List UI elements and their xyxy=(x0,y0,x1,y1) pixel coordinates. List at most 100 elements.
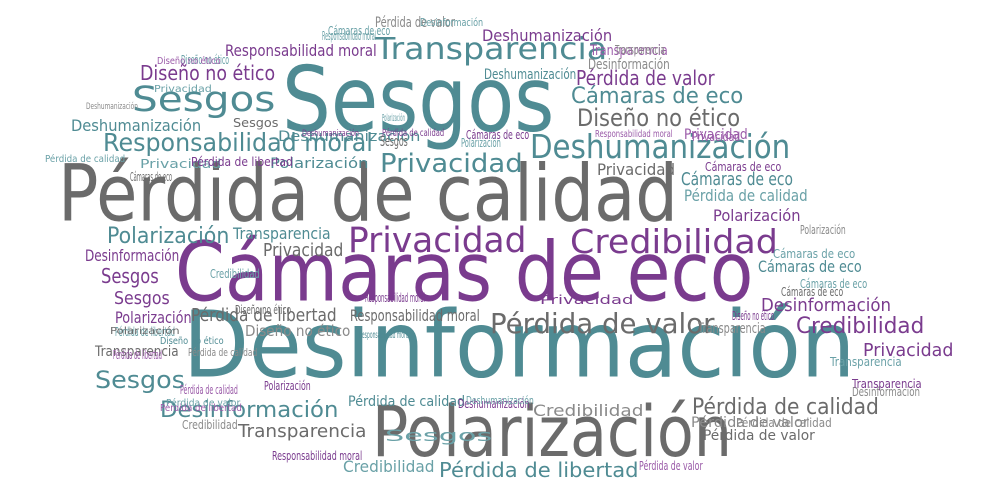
word-perdida-de-calidad: Pérdida de calidad xyxy=(684,186,808,205)
word-perdida-de-valor: Pérdida de valor xyxy=(375,15,455,31)
word-perdida-de-calidad: Pérdida de calidad xyxy=(736,416,832,430)
word-diseno-no-etico: Diseño no ético xyxy=(160,336,224,347)
word-desinformacion: Desinformación xyxy=(852,385,921,399)
word-diseno-no-etico: Diseño no ético xyxy=(245,322,351,340)
word-responsabilidad-moral: Responsabilidad moral xyxy=(365,291,426,305)
word-perdida-de-calidad: Pérdida de calidad xyxy=(45,154,126,165)
word-perdida-de-calidad: Pérdida de calidad xyxy=(382,128,445,139)
word-perdida-de-libertad: Pérdida de libertad xyxy=(191,155,293,169)
word-desinformacion: Desinformación xyxy=(183,291,856,400)
word-transparencia: Transparencia xyxy=(615,43,665,57)
word-camaras-de-eco: Cámaras de eco xyxy=(781,285,844,299)
word-credibilidad: Credibilidad xyxy=(182,418,238,432)
word-camaras-de-eco: Cámaras de eco xyxy=(571,84,744,109)
word-camaras-de-eco: Cámaras de eco xyxy=(328,24,391,38)
word-responsabilidad-moral: Responsabilidad moral xyxy=(103,128,373,157)
word-desinformacion: Desinformación xyxy=(85,246,180,265)
word-deshumanizacion: Deshumanización xyxy=(302,129,359,139)
word-camaras-de-eco: Cámaras de eco xyxy=(758,257,862,276)
word-desinformacion: Desinformación xyxy=(420,16,484,29)
word-sesgos: Sesgos xyxy=(101,264,159,288)
word-perdida-de-libertad: Pérdida de libertad xyxy=(191,305,337,326)
word-transparencia: Transparencia xyxy=(375,30,608,67)
word-privacidad: Privacidad xyxy=(863,340,954,361)
word-camaras-de-eco: Cámaras de eco xyxy=(681,169,793,190)
word-transparencia: Transparencia xyxy=(95,344,179,360)
word-credibilidad: Credibilidad xyxy=(796,314,925,339)
word-deshumanizacion: Deshumanización xyxy=(484,67,577,83)
word-credibilidad: Credibilidad xyxy=(533,401,644,420)
word-perdida-de-libertad: Pérdida de libertad xyxy=(439,458,639,482)
word-sesgos: Sesgos xyxy=(95,366,185,394)
word-credibilidad: Credibilidad xyxy=(210,267,260,281)
word-perdida-de-valor: Pérdida de valor xyxy=(639,459,703,473)
word-perdida-de-calidad: Pérdida de calidad xyxy=(58,147,678,240)
word-desinformacion: Desinformación xyxy=(588,57,670,73)
word-polarizacion: Polarización xyxy=(110,326,180,337)
word-sesgos: Sesgos xyxy=(282,46,555,153)
word-perdida-de-calidad: Pérdida de calidad xyxy=(348,394,466,410)
word-privacidad: Privacidad xyxy=(263,240,344,261)
word-camaras-de-eco: Cámaras de eco xyxy=(130,170,173,184)
word-privacidad: Privacidad xyxy=(692,130,741,144)
word-responsabilidad-moral: Responsabilidad moral xyxy=(350,306,480,325)
word-polarizacion: Polarización xyxy=(115,308,192,327)
word-desinformacion: Desinformación xyxy=(160,398,339,423)
word-polarizacion: Polarización xyxy=(713,206,801,225)
word-perdida-de-valor: Pérdida de valor xyxy=(576,66,715,90)
word-diseno-no-etico: Diseño no ético xyxy=(235,303,292,317)
word-camaras-de-eco: Cámaras de eco xyxy=(773,247,856,261)
word-diseno-no-etico: Diseño no ético xyxy=(140,61,276,85)
word-privacidad: Privacidad xyxy=(380,147,523,179)
word-polarizacion: Polarización xyxy=(264,379,311,393)
word-polarizacion: Polarización xyxy=(270,156,369,172)
word-camaras-de-eco: Cámaras de eco xyxy=(800,277,868,291)
word-privacidad: Privacidad xyxy=(348,219,527,262)
word-diseno-no-etico: Diseño no ético xyxy=(732,309,775,323)
word-transparencia: Transparencia xyxy=(698,321,766,337)
word-perdida-de-libertad: Pérdida de libertad xyxy=(160,403,242,414)
word-deshumanizacion: Deshumanización xyxy=(71,116,202,135)
word-perdida-de-libertad: Pérdida de libertad xyxy=(115,325,175,339)
word-diseno-no-etico: Diseño no ético xyxy=(157,56,221,67)
word-perdida-de-valor: Pérdida de valor xyxy=(166,398,241,409)
word-sesgos: Sesgos xyxy=(132,78,276,121)
word-deshumanizacion: Deshumanización xyxy=(466,394,534,407)
word-transparencia: Transparencia xyxy=(238,421,367,442)
word-diseno-no-etico: Diseño no ético xyxy=(181,53,230,67)
word-polarizacion: Polarización xyxy=(382,113,405,124)
word-polarizacion: Polarización xyxy=(372,391,732,474)
word-sesgos: Sesgos xyxy=(114,288,170,309)
word-privacidad: Privacidad xyxy=(540,293,634,307)
word-camaras-de-eco: Cámaras de eco xyxy=(705,160,782,174)
word-credibilidad: Credibilidad xyxy=(570,221,778,262)
word-desinformacion: Desinformación xyxy=(761,295,892,316)
word-privacidad: Privacidad xyxy=(154,84,212,95)
word-sesgos: Sesgos xyxy=(385,426,493,445)
word-deshumanizacion: Deshumanización xyxy=(530,126,791,167)
word-deshumanizacion: Deshumanización xyxy=(482,26,613,45)
word-privacidad: Privacidad xyxy=(597,160,676,179)
word-responsabilidad-moral: Responsabilidad moral xyxy=(359,330,410,341)
word-polarizacion: Polarización xyxy=(107,224,230,249)
word-polarizacion: Polarización xyxy=(461,136,501,150)
word-transparencia: Transparencia xyxy=(590,43,668,59)
word-credibilidad: Credibilidad xyxy=(343,457,435,476)
word-transparencia: Transparencia xyxy=(830,355,902,369)
word-sesgos: Sesgos xyxy=(233,116,279,130)
word-deshumanizacion: Deshumanización xyxy=(86,102,138,112)
word-responsabilidad-moral: Responsabilidad moral xyxy=(225,41,377,60)
word-diseno-no-etico: Diseño no ético xyxy=(577,104,741,132)
word-camaras-de-eco: Cámaras de eco xyxy=(466,128,530,142)
word-perdida-de-valor: Pérdida de valor xyxy=(490,307,715,341)
word-responsabilidad-moral: Responsabilidad moral xyxy=(595,129,673,140)
word-camaras-de-eco: Cámaras de eco xyxy=(175,224,754,321)
word-perdida-de-calidad: Pérdida de calidad xyxy=(692,395,879,420)
word-privacidad: Privacidad xyxy=(684,127,748,143)
word-perdida-de-valor: Pérdida de valor xyxy=(691,415,809,431)
word-perdida-de-libertad: Pérdida de libertad xyxy=(113,348,162,362)
word-transparencia: Transparencia xyxy=(233,224,331,243)
word-polarizacion: Polarización xyxy=(800,223,846,237)
word-deshumanizacion: Deshumanización xyxy=(278,129,421,145)
